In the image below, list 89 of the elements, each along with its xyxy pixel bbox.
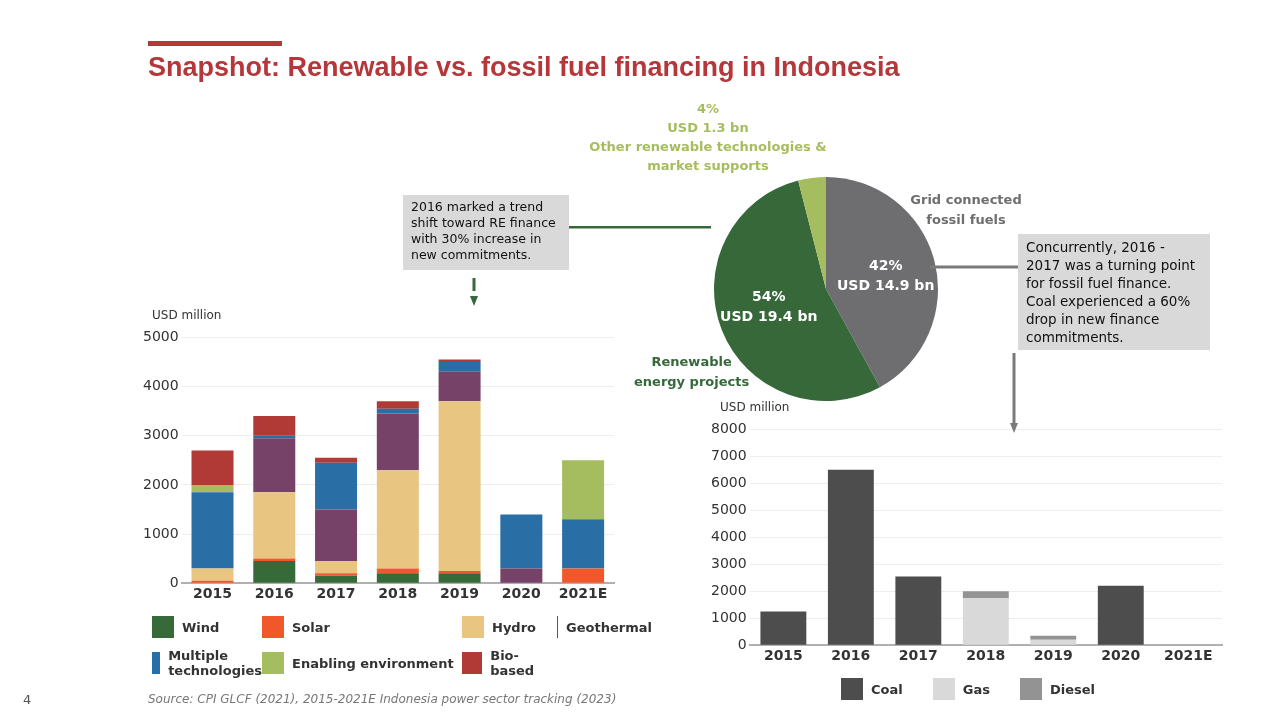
x-tick-label: 2018 [966, 647, 1006, 664]
bar [760, 611, 807, 645]
legend-label: Diesel [1049, 681, 1095, 697]
y-tick-label: 8000 [710, 420, 747, 437]
bar [315, 575, 358, 583]
bar [376, 408, 419, 414]
bar [315, 509, 358, 562]
y-tick-label: 3000 [710, 554, 747, 571]
y-tick-label: 1000 [142, 524, 179, 541]
y-tick-label: 4000 [142, 377, 179, 394]
bar [895, 576, 942, 645]
x-tick-label: 2015 [193, 585, 232, 602]
y-tick-label: 1000 [710, 608, 747, 625]
x-tick-label: 2016 [254, 585, 294, 602]
bar [500, 568, 543, 583]
bar [1030, 635, 1077, 640]
legend-label: Gas [962, 681, 990, 697]
text: 4 [23, 692, 32, 707]
legend-label: Multiple technologies [168, 648, 263, 678]
y-tick-label: 7000 [710, 447, 747, 464]
x-tick-label: 2018 [378, 585, 418, 602]
legend-label: Solar [292, 619, 330, 635]
bar [376, 568, 419, 574]
bar [962, 591, 1009, 598]
x-tick-label: 2021E [558, 585, 608, 602]
source-note: Source: CPI GLCF (2021), 2015-2021E Indonesia power sector tracking (2023) [148, 692, 617, 706]
x-tick-label: 2021E [1163, 647, 1213, 664]
data-label: 54% USD 19.4 bn [720, 288, 818, 325]
y-tick-label: 5000 [710, 500, 747, 517]
bar [315, 457, 358, 463]
y-tick-label: 6000 [710, 473, 747, 490]
x-tick-label: 2019 [1033, 647, 1073, 664]
bar [438, 573, 481, 583]
bar [438, 401, 481, 571]
legend-label: Wind [182, 619, 220, 635]
bar [253, 561, 296, 583]
bar [376, 470, 419, 569]
bar [253, 416, 296, 436]
bar [191, 492, 234, 569]
y-tick-label: 5000 [142, 328, 179, 345]
x-tick-label: 2016 [831, 647, 871, 664]
x-tick-label: 2020 [1101, 647, 1141, 664]
legend-label: Bio-based [490, 648, 536, 678]
text: 2016 marked a trend shift toward RE finance with 30% increase in new commitments. [403, 195, 569, 270]
legend-label: Geothermal [566, 619, 652, 635]
y-tick-label: 2000 [142, 475, 179, 492]
bar [191, 450, 234, 485]
bar [315, 561, 358, 574]
x-tick-label: 2015 [763, 647, 803, 664]
y-tick-label: 2000 [710, 581, 747, 598]
bar [315, 462, 358, 510]
y-tick-label: 4000 [710, 527, 747, 544]
legend-label: Coal [871, 681, 903, 697]
slice-label: Grid connected fossil fuels [910, 191, 1022, 227]
chart-title: Snapshot: Renewable vs. fossil fuel financing in Indonesia [148, 52, 900, 83]
bar [562, 460, 605, 520]
bar [827, 469, 874, 645]
bar [562, 519, 605, 569]
data-label: 42% USD 14.9 bn [836, 257, 935, 294]
x-tick-label: 2017 [316, 585, 356, 602]
y-tick-label: 3000 [142, 426, 179, 443]
y-axis-title: USD million [152, 308, 222, 322]
y-tick-label: 0 [169, 573, 179, 590]
x-tick-label: 2020 [501, 585, 542, 602]
slice-label: Other renewable technologies & market supports [589, 139, 827, 174]
bar [438, 371, 481, 402]
bar [1030, 639, 1077, 645]
bar [438, 361, 481, 372]
data-label: 4% USD 1.3 bn [667, 101, 749, 136]
bar [1097, 585, 1144, 645]
x-tick-label: 2019 [440, 585, 480, 602]
bar [376, 413, 419, 471]
bar [191, 568, 234, 581]
bar [253, 438, 296, 493]
bar [962, 597, 1009, 645]
bar [500, 514, 543, 569]
y-tick-label: 0 [737, 635, 747, 652]
text: Concurrently, 2016 - 2017 was a turning point for fossil fuel finance. Coal experienced a 60% drop in new finance commitments. [1018, 234, 1210, 350]
y-axis-title: USD million [720, 400, 790, 414]
slice-label: Renewable energy projects [634, 354, 750, 390]
bar [191, 484, 234, 493]
legend-label: Hydro [492, 619, 537, 635]
legend-label: Enabling environment [292, 655, 454, 671]
x-tick-label: 2017 [898, 647, 938, 664]
bar [376, 573, 419, 583]
bar [315, 573, 358, 576]
bar [376, 401, 419, 409]
bar [562, 568, 605, 583]
bar [253, 492, 296, 559]
